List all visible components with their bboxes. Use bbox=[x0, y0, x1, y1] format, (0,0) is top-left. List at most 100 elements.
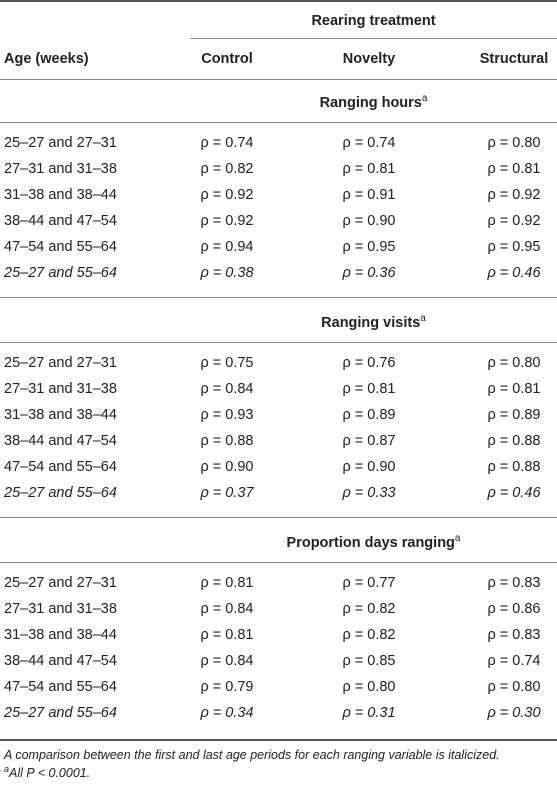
age-cell: 47–54 and 55–64 bbox=[4, 459, 117, 475]
control-cell: ρ = 0.92 bbox=[200, 187, 254, 203]
age-cell: 47–54 and 55–64 bbox=[4, 679, 117, 695]
footnote-significance-text: All P < 0.0001. bbox=[9, 766, 91, 780]
control-column-header: Control bbox=[201, 51, 253, 67]
footnote-significance: aAll P < 0.0001. bbox=[4, 764, 556, 782]
novelty-cell: ρ = 0.77 bbox=[342, 575, 396, 591]
section-divider bbox=[0, 517, 557, 518]
structural-cell: ρ = 0.80 bbox=[487, 135, 541, 151]
control-cell: ρ = 0.94 bbox=[200, 239, 254, 255]
age-cell: 27–31 and 31–38 bbox=[4, 161, 117, 177]
age-cell: 25–27 and 27–31 bbox=[4, 355, 117, 371]
section-title-rule bbox=[0, 562, 557, 563]
structural-cell: ρ = 0.95 bbox=[487, 239, 541, 255]
novelty-column-header: Novelty bbox=[342, 51, 396, 67]
age-cell: 27–31 and 31–38 bbox=[4, 601, 117, 617]
control-cell: ρ = 0.82 bbox=[200, 161, 254, 177]
section-divider bbox=[0, 297, 557, 298]
section-title: Ranging hoursa bbox=[190, 93, 557, 113]
age-cell: 25–27 and 27–31 bbox=[4, 575, 117, 591]
table-top-rule bbox=[0, 0, 557, 2]
control-cell: ρ = 0.81 bbox=[200, 575, 254, 591]
age-cell: 25–27 and 55–64 bbox=[4, 485, 117, 501]
structural-column-header: Structural bbox=[479, 51, 549, 67]
age-cell: 25–27 and 55–64 bbox=[4, 705, 117, 721]
structural-cell: ρ = 0.74 bbox=[487, 653, 541, 669]
header-span-rule bbox=[190, 38, 557, 39]
control-cell: ρ = 0.74 bbox=[200, 135, 254, 151]
footnote-marker: a bbox=[4, 764, 10, 774]
control-cell: ρ = 0.81 bbox=[200, 627, 254, 643]
control-cell: ρ = 0.84 bbox=[200, 381, 254, 397]
section-title-rule bbox=[0, 342, 557, 343]
novelty-cell: ρ = 0.33 bbox=[342, 485, 396, 501]
structural-cell: ρ = 0.86 bbox=[487, 601, 541, 617]
structural-cell: ρ = 0.80 bbox=[487, 679, 541, 695]
structural-cell: ρ = 0.83 bbox=[487, 627, 541, 643]
section-title-text: Proportion days ranging bbox=[286, 535, 455, 551]
novelty-cell: ρ = 0.90 bbox=[342, 213, 396, 229]
novelty-cell: ρ = 0.74 bbox=[342, 135, 396, 151]
age-cell: 25–27 and 27–31 bbox=[4, 135, 117, 151]
control-cell: ρ = 0.84 bbox=[200, 653, 254, 669]
section-title-text: Ranging hours bbox=[319, 95, 422, 111]
control-cell: ρ = 0.37 bbox=[200, 485, 254, 501]
structural-cell: ρ = 0.88 bbox=[487, 459, 541, 475]
structural-cell: ρ = 0.89 bbox=[487, 407, 541, 423]
section-title-rule bbox=[0, 122, 557, 123]
age-cell: 27–31 and 31–38 bbox=[4, 381, 117, 397]
control-cell: ρ = 0.93 bbox=[200, 407, 254, 423]
novelty-cell: ρ = 0.81 bbox=[342, 161, 396, 177]
control-cell: ρ = 0.75 bbox=[200, 355, 254, 371]
novelty-cell: ρ = 0.82 bbox=[342, 601, 396, 617]
footnote-italic: A comparison between the first and last … bbox=[4, 746, 556, 764]
section-title-marker: a bbox=[454, 533, 461, 544]
novelty-cell: ρ = 0.81 bbox=[342, 381, 396, 397]
novelty-cell: ρ = 0.82 bbox=[342, 627, 396, 643]
header-bottom-rule bbox=[0, 79, 557, 80]
novelty-cell: ρ = 0.80 bbox=[342, 679, 396, 695]
control-cell: ρ = 0.34 bbox=[200, 705, 254, 721]
novelty-cell: ρ = 0.89 bbox=[342, 407, 396, 423]
age-cell: 25–27 and 55–64 bbox=[4, 265, 117, 281]
structural-cell: ρ = 0.30 bbox=[487, 705, 541, 721]
structural-cell: ρ = 0.46 bbox=[487, 485, 541, 501]
structural-cell: ρ = 0.92 bbox=[487, 213, 541, 229]
novelty-cell: ρ = 0.36 bbox=[342, 265, 396, 281]
table-bottom-rule bbox=[0, 739, 557, 741]
structural-cell: ρ = 0.83 bbox=[487, 575, 541, 591]
section-title-marker: a bbox=[420, 313, 426, 324]
age-cell: 31–38 and 38–44 bbox=[4, 407, 117, 423]
section-title-text: Ranging visits bbox=[321, 315, 421, 331]
structural-cell: ρ = 0.88 bbox=[487, 433, 541, 449]
control-cell: ρ = 0.88 bbox=[200, 433, 254, 449]
age-cell: 38–44 and 47–54 bbox=[4, 653, 117, 669]
novelty-cell: ρ = 0.95 bbox=[342, 239, 396, 255]
age-cell: 38–44 and 47–54 bbox=[4, 433, 117, 449]
structural-cell: ρ = 0.81 bbox=[487, 381, 541, 397]
novelty-cell: ρ = 0.85 bbox=[342, 653, 396, 669]
structural-cell: ρ = 0.46 bbox=[487, 265, 541, 281]
age-cell: 38–44 and 47–54 bbox=[4, 213, 117, 229]
age-column-header: Age (weeks) bbox=[4, 51, 89, 67]
novelty-cell: ρ = 0.87 bbox=[342, 433, 396, 449]
section-title: Ranging visitsa bbox=[190, 313, 557, 333]
structural-cell: ρ = 0.92 bbox=[487, 187, 541, 203]
novelty-cell: ρ = 0.31 bbox=[342, 705, 396, 721]
novelty-cell: ρ = 0.90 bbox=[342, 459, 396, 475]
age-cell: 31–38 and 38–44 bbox=[4, 187, 117, 203]
control-cell: ρ = 0.79 bbox=[200, 679, 254, 695]
footnote-italic-text: A comparison between the first and last … bbox=[4, 748, 500, 762]
section-title-marker: a bbox=[421, 93, 428, 104]
age-cell: 31–38 and 38–44 bbox=[4, 627, 117, 643]
structural-cell: ρ = 0.81 bbox=[487, 161, 541, 177]
control-cell: ρ = 0.92 bbox=[200, 213, 254, 229]
structural-cell: ρ = 0.80 bbox=[487, 355, 541, 371]
age-cell: 47–54 and 55–64 bbox=[4, 239, 117, 255]
control-cell: ρ = 0.90 bbox=[200, 459, 254, 475]
control-cell: ρ = 0.84 bbox=[200, 601, 254, 617]
novelty-cell: ρ = 0.76 bbox=[342, 355, 396, 371]
novelty-cell: ρ = 0.91 bbox=[342, 187, 396, 203]
rearing-treatment-header: Rearing treatment bbox=[311, 13, 436, 29]
control-cell: ρ = 0.38 bbox=[200, 265, 254, 281]
